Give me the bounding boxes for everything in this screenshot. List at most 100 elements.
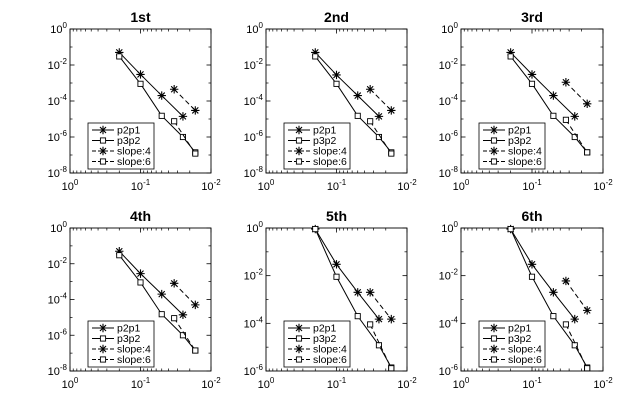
- legend-label: slope:4: [508, 344, 542, 356]
- x-tick-label: 10-1: [522, 178, 542, 193]
- legend-marker: [99, 356, 107, 363]
- y-tick-label: 100: [246, 220, 263, 235]
- legend-marker: [490, 356, 498, 363]
- legend-label: slope:6: [508, 354, 542, 366]
- legend-marker: [98, 125, 108, 135]
- x-tick-label: 100: [62, 178, 79, 193]
- data-point-p3p2: [158, 112, 165, 119]
- data-point-slope-4: [365, 288, 375, 297]
- data-point-slope-4: [582, 99, 592, 108]
- data-point-p2p1: [374, 314, 384, 324]
- legend-marker: [295, 356, 303, 363]
- data-point-p2p1: [570, 112, 579, 121]
- y-tick-label: 10-6: [244, 363, 264, 378]
- y-tick-label: 10-2: [48, 256, 68, 271]
- data-point-p2p1: [332, 260, 341, 269]
- y-tick-label: 10-6: [48, 129, 68, 144]
- panel-2: 2nd 100 10-1 10-2 100 10-2 10-4 10-6 10-8 p2p1p3p…: [244, 9, 418, 193]
- legend-label: slope:6: [117, 354, 151, 366]
- data-point-slope-6: [192, 150, 199, 157]
- panel-title: 1st: [130, 9, 151, 25]
- panel-title: 4th: [130, 208, 151, 224]
- legend-marker: [489, 125, 499, 135]
- data-point-p3p2: [550, 313, 557, 320]
- data-point-p2p1: [115, 247, 124, 256]
- x-tick-label: 10-1: [522, 376, 542, 391]
- legend-marker: [98, 146, 108, 156]
- legend-label: slope:6: [508, 156, 542, 168]
- y-tick-label: 10-4: [244, 315, 264, 330]
- data-point-p2p1: [527, 260, 537, 269]
- legend-marker: [99, 137, 107, 144]
- legend-marker: [294, 125, 304, 135]
- data-point-slope-4: [387, 106, 396, 115]
- y-tick-label: 10-2: [439, 268, 459, 283]
- x-tick-label: 10-2: [201, 376, 221, 391]
- data-point-p3p2: [137, 80, 144, 87]
- series-line-p2p1: [314, 228, 380, 320]
- legend-marker: [99, 158, 107, 165]
- data-point-p3p2: [375, 133, 382, 141]
- y-tick-label: 10-4: [439, 315, 459, 330]
- series-line-slope-4: [173, 283, 196, 306]
- x-tick-label: 10-2: [201, 178, 221, 193]
- data-point-p2p1: [157, 91, 166, 100]
- y-tick-label: 10-8: [48, 165, 68, 180]
- legend-label: p3p2: [117, 333, 141, 345]
- series-line-slope-4: [369, 88, 392, 111]
- data-point-p3p2: [312, 53, 319, 60]
- series-line-slope-6: [173, 317, 196, 351]
- y-tick-label: 10-6: [48, 327, 68, 342]
- y-tick-label: 10-4: [244, 93, 264, 108]
- legend-label: p2p1: [508, 323, 532, 335]
- legend-marker: [294, 146, 304, 156]
- legend-label: slope:4: [313, 146, 347, 158]
- legend-label: slope:4: [508, 146, 542, 158]
- data-point-slope-6: [584, 149, 591, 156]
- y-tick-label: 10-4: [48, 292, 68, 307]
- legend-marker: [295, 158, 303, 165]
- series-line-slope-6: [565, 119, 588, 153]
- data-point-p2p1: [157, 289, 166, 299]
- data-point-slope-6: [367, 321, 374, 328]
- y-tick-label: 10-2: [244, 268, 264, 283]
- data-point-p3p2: [116, 53, 123, 60]
- x-tick-label: 100: [453, 178, 470, 193]
- legend-label: p2p1: [117, 125, 141, 137]
- data-point-p2p1: [332, 70, 341, 80]
- legend-label: p2p1: [313, 125, 337, 137]
- series-line-slope-4: [565, 280, 588, 311]
- legend-marker: [98, 323, 108, 333]
- data-point-slope-4: [365, 85, 375, 94]
- legend-label: slope:6: [313, 354, 347, 366]
- legend-label: p2p1: [117, 323, 141, 335]
- data-point-p2p1: [549, 91, 558, 100]
- y-tick-label: 100: [50, 21, 67, 36]
- legend-marker: [295, 137, 303, 144]
- data-point-p2p1: [374, 112, 384, 121]
- data-point-slope-6: [584, 365, 591, 372]
- y-tick-label: 10-2: [48, 57, 68, 72]
- data-point-p3p2: [333, 273, 340, 280]
- panel-3: 3rd 100 10-1 10-2 100 10-2 10-4 10-6 10-8 p2p1p3p…: [439, 9, 614, 193]
- data-point-slope-6: [388, 150, 395, 157]
- legend-marker: [294, 323, 304, 333]
- data-point-p2p1: [506, 48, 515, 57]
- axes-box: [460, 227, 604, 372]
- data-point-p2p1: [549, 288, 558, 297]
- series-line-slope-6: [565, 324, 588, 369]
- x-tick-label: 10-1: [327, 376, 347, 391]
- y-tick-label: 10-8: [244, 165, 264, 180]
- y-tick-label: 10-2: [244, 57, 264, 72]
- data-point-p2p1: [115, 48, 124, 57]
- series-line-slope-4: [565, 81, 588, 105]
- data-point-slope-6: [562, 116, 569, 123]
- data-point-p3p2: [507, 53, 514, 60]
- y-tick-label: 10-6: [439, 129, 459, 144]
- legend-marker: [489, 344, 499, 354]
- legend-label: p3p2: [508, 333, 532, 345]
- legend-marker: [490, 335, 498, 342]
